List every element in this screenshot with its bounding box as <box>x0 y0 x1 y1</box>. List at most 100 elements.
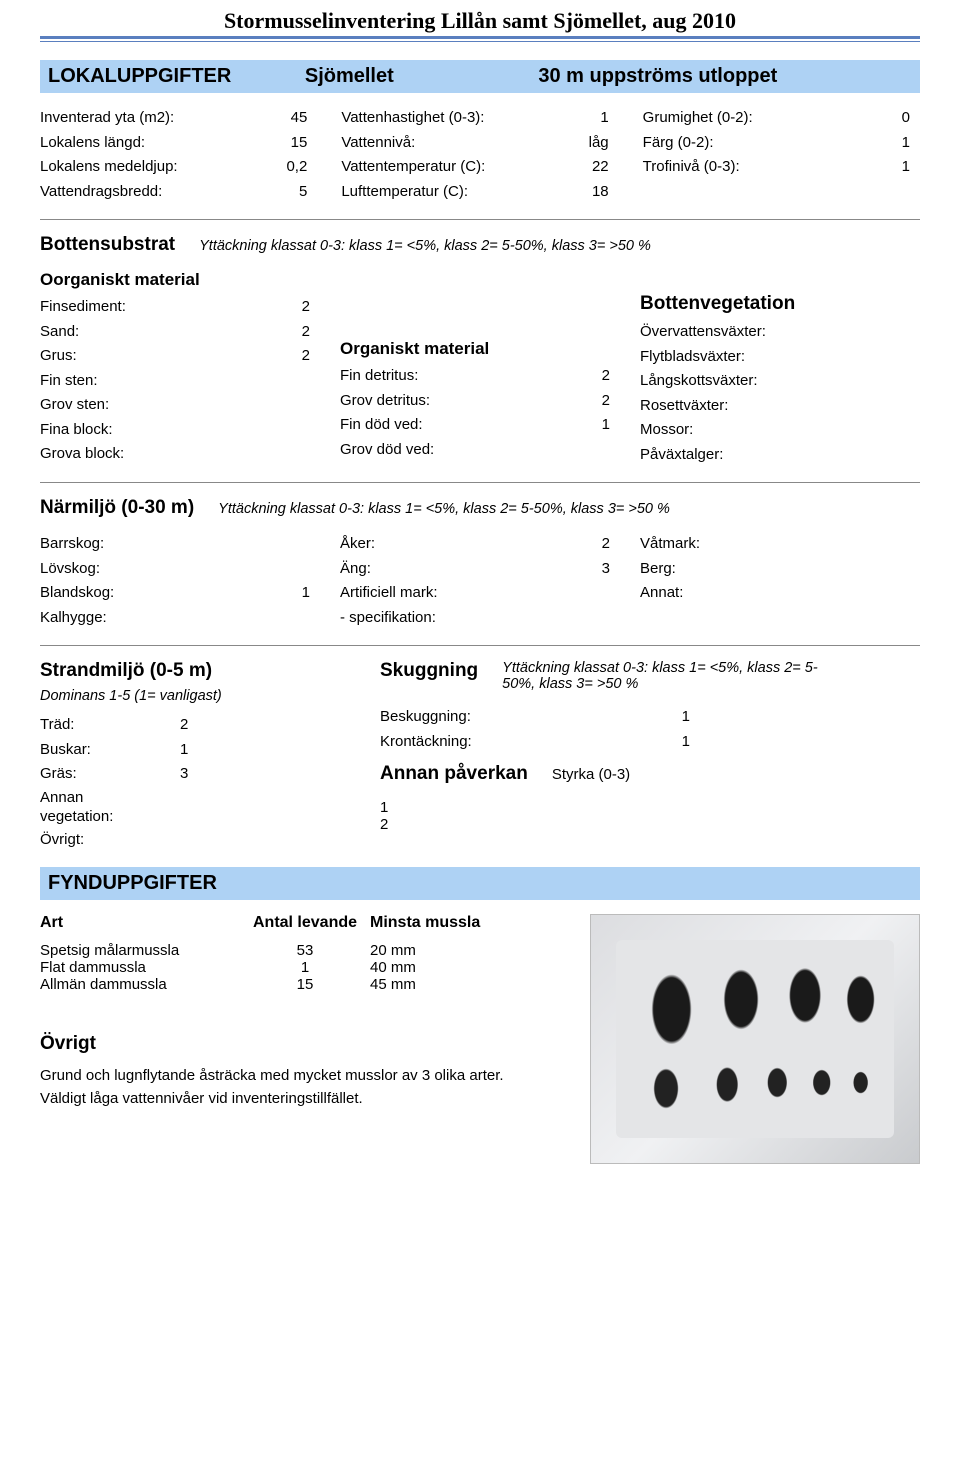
kv-value <box>460 439 620 462</box>
kv-value: 1 <box>520 731 700 754</box>
kv-label: Annan vegetation: <box>40 788 160 827</box>
botten-org-col: Organiskt material Fin detritus:2 Grov d… <box>340 270 620 468</box>
kv-label: Äng: <box>340 558 460 581</box>
kv-value: 3 <box>460 558 620 581</box>
kv-label: Övervattensväxter: <box>640 321 795 344</box>
botten-veg-col: Bottenvegetation Övervattensväxter: Flyt… <box>640 270 920 468</box>
kv-value: 1 <box>798 156 920 179</box>
divider <box>40 482 920 483</box>
kv-label: Lufttemperatur (C): <box>341 181 511 204</box>
kv-label: Grov sten: <box>40 394 160 417</box>
cell-minsta: 45 mm <box>370 976 500 993</box>
kv-label: Finsediment: <box>40 296 160 319</box>
cell-antal: 15 <box>240 976 370 993</box>
kv-label: Sand: <box>40 321 160 344</box>
botten-title: Bottensubstrat <box>40 234 175 256</box>
kv-label: Lokalens medeldjup: <box>40 156 210 179</box>
annan-title: Annan påverkan <box>380 763 528 785</box>
kv-label: Påväxtalger: <box>640 444 795 467</box>
kv-value <box>160 788 180 827</box>
kv-value <box>160 607 320 630</box>
kv-value <box>760 558 920 581</box>
title-rule-thick <box>40 36 920 39</box>
kv-label: Beskuggning: <box>380 706 520 729</box>
kv-label: Åker: <box>340 533 460 556</box>
kv-value <box>795 395 920 418</box>
kv-value: 15 <box>210 132 317 155</box>
cell-antal: 53 <box>240 942 370 959</box>
ovrigt-text: Grund och lugnflytande åsträcka med myck… <box>40 1065 510 1110</box>
kv-value: 1 <box>798 132 920 155</box>
kv-value: 5 <box>210 181 317 204</box>
lokal-header-bar: LOKALUPPGIFTER Sjömellet 30 m uppströms … <box>40 60 920 93</box>
kv-label: Trofinivå (0-3): <box>643 156 798 179</box>
kv-label: Vattenhastighet (0-3): <box>341 107 511 130</box>
strand-title: Strandmiljö (0-5 m) <box>40 660 340 682</box>
lokal-col2: Vattenhastighet (0-3):1 Vattennivå:låg V… <box>341 107 618 205</box>
kv-label: Kalhygge: <box>40 607 160 630</box>
botten-header: Bottensubstrat Yttäckning klassat 0-3: k… <box>40 234 920 262</box>
kv-label: Buskar: <box>40 739 160 762</box>
kv-value: 2 <box>460 390 620 413</box>
table-header-row: Art Antal levande Minsta mussla <box>40 914 570 932</box>
narmiljo-colC: Våtmark: Berg: Annat: <box>640 533 920 631</box>
page-title: Stormusselinventering Lillån samt Sjömel… <box>40 8 920 34</box>
mussels-photo <box>590 914 920 1164</box>
botten-oorg-col: Oorganiskt material Finsediment:2 Sand:2… <box>40 270 320 468</box>
narmiljo-colA: Barrskog: Lövskog: Blandskog:1 Kalhygge: <box>40 533 320 631</box>
narmiljo-header: Närmiljö (0-30 m) Yttäckning klassat 0-3… <box>40 497 920 525</box>
kv-value: 2 <box>460 365 620 388</box>
kv-label: Flytbladsväxter: <box>640 346 795 369</box>
divider <box>40 645 920 646</box>
lokal-data: Inventerad yta (m2):45 Lokalens längd:15… <box>40 107 920 205</box>
kv-label: Vattendragsbredd: <box>40 181 210 204</box>
lokal-col3: Grumighet (0-2):0 Färg (0-2):1 Trofinivå… <box>643 107 920 205</box>
kv-value <box>795 321 920 344</box>
lokal-col1: Inventerad yta (m2):45 Lokalens längd:15… <box>40 107 317 205</box>
kv-label: Lövskog: <box>40 558 160 581</box>
cell-art: Flat dammussla <box>40 959 240 976</box>
kv-label: Artificiell mark: <box>340 582 460 605</box>
kv-value <box>760 533 920 556</box>
kv-label: Fin detritus: <box>340 365 460 388</box>
narmiljo-title: Närmiljö (0-30 m) <box>40 497 194 519</box>
kv-value <box>160 829 340 852</box>
narmiljo-colB: Åker:2 Äng:3 Artificiell mark: - specifi… <box>340 533 620 631</box>
kv-value <box>795 370 920 393</box>
fynd-header-bar: FYNDUPPGIFTER <box>40 867 920 900</box>
kv-value <box>160 370 320 393</box>
kv-value: 2 <box>160 321 320 344</box>
skugg-note: Yttäckning klassat 0-3: klass 1= <5%, kl… <box>502 660 822 692</box>
kv-value <box>795 444 920 467</box>
kv-label: Barrskog: <box>40 533 160 556</box>
fynd-header: FYNDUPPGIFTER <box>48 872 217 895</box>
lokal-site: Sjömellet <box>305 65 539 88</box>
kv-value: 45 <box>210 107 317 130</box>
skugg-title: Skuggning <box>380 660 478 682</box>
kv-value <box>160 419 320 442</box>
kv-value: 2 <box>160 296 320 319</box>
kv-label: Fin sten: <box>40 370 160 393</box>
kv-label: Annat: <box>640 582 760 605</box>
kv-value: 2 <box>160 714 340 737</box>
kv-value <box>795 419 920 442</box>
kv-label: Berg: <box>640 558 760 581</box>
kv-value: 22 <box>511 156 618 179</box>
kv-label: Lokalens längd: <box>40 132 210 155</box>
oorg-title: Oorganiskt material <box>40 270 320 290</box>
kv-value: 2 <box>160 345 320 368</box>
divider <box>40 219 920 220</box>
kv-value: 18 <box>511 181 618 204</box>
kv-value <box>460 582 620 605</box>
annan-row: 2 <box>380 816 920 833</box>
kv-value: 1 <box>160 582 320 605</box>
annan-note: Styrka (0-3) <box>552 766 630 783</box>
kv-value <box>160 394 320 417</box>
org-title: Organiskt material <box>340 339 620 359</box>
lokal-location: 30 m uppströms utloppet <box>538 65 912 88</box>
kv-label: Träd: <box>40 714 160 737</box>
kv-value: 1 <box>460 414 620 437</box>
kv-value: 0 <box>798 107 920 130</box>
annan-row: 1 <box>380 799 920 816</box>
kv-value <box>160 533 320 556</box>
